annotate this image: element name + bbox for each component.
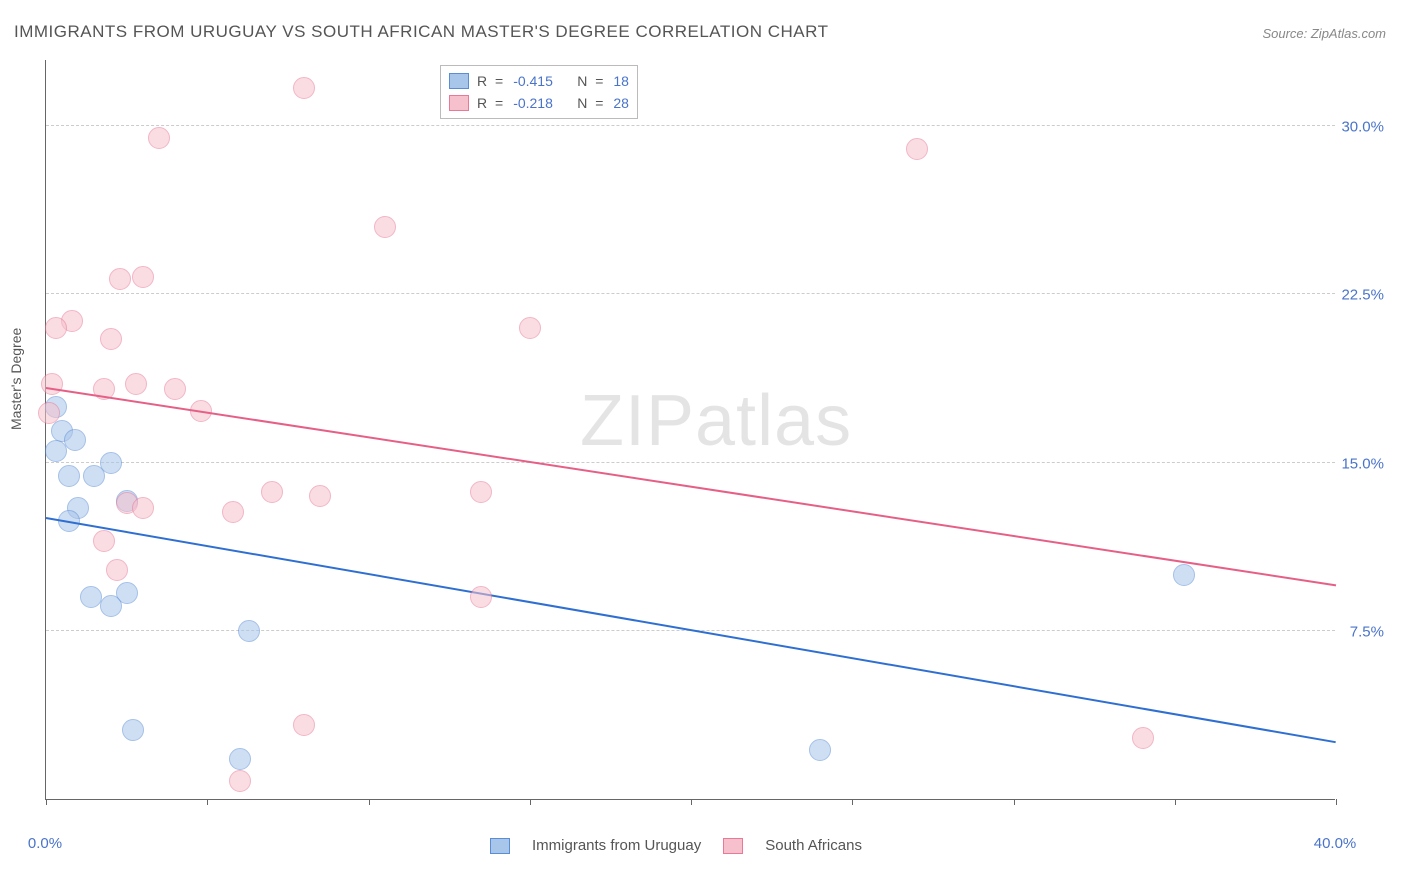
y-tick-label: 30.0% bbox=[1341, 119, 1384, 136]
scatter-point bbox=[132, 266, 154, 288]
scatter-point bbox=[41, 373, 63, 395]
legend-row-southafrica: R = -0.218 N = 28 bbox=[449, 92, 629, 114]
scatter-point bbox=[100, 452, 122, 474]
scatter-point bbox=[122, 719, 144, 741]
y-axis-label: Master's Degree bbox=[8, 328, 24, 430]
scatter-point bbox=[1132, 727, 1154, 749]
x-tick bbox=[369, 799, 370, 805]
scatter-point bbox=[106, 559, 128, 581]
scatter-point bbox=[1173, 564, 1195, 586]
scatter-point bbox=[470, 481, 492, 503]
x-tick bbox=[1336, 799, 1337, 805]
correlation-legend: R = -0.415 N = 18 R = -0.218 N = 28 bbox=[440, 65, 638, 119]
scatter-point bbox=[58, 465, 80, 487]
x-tick bbox=[530, 799, 531, 805]
scatter-point bbox=[261, 481, 283, 503]
x-tick bbox=[1014, 799, 1015, 805]
legend-label-southafrica: South Africans bbox=[765, 837, 862, 854]
x-tick bbox=[691, 799, 692, 805]
swatch-uruguay-bottom bbox=[490, 838, 510, 854]
source-label: Source: ZipAtlas.com bbox=[1262, 26, 1386, 41]
n-label: N = bbox=[577, 95, 605, 111]
scatter-point bbox=[148, 127, 170, 149]
r-value-southafrica: -0.218 bbox=[513, 95, 569, 111]
scatter-point bbox=[38, 402, 60, 424]
scatter-point bbox=[519, 317, 541, 339]
swatch-southafrica bbox=[449, 95, 469, 111]
chart-title: IMMIGRANTS FROM URUGUAY VS SOUTH AFRICAN… bbox=[14, 22, 828, 42]
scatter-point bbox=[93, 530, 115, 552]
scatter-point bbox=[100, 595, 122, 617]
trend-line bbox=[46, 387, 1336, 586]
scatter-point bbox=[45, 317, 67, 339]
scatter-point bbox=[470, 586, 492, 608]
scatter-point bbox=[229, 748, 251, 770]
swatch-uruguay bbox=[449, 73, 469, 89]
scatter-point bbox=[164, 378, 186, 400]
plot-area bbox=[45, 60, 1335, 800]
scatter-point bbox=[309, 485, 331, 507]
x-tick bbox=[1175, 799, 1176, 805]
gridline bbox=[46, 462, 1335, 463]
legend-label-uruguay: Immigrants from Uruguay bbox=[532, 837, 701, 854]
scatter-point bbox=[64, 429, 86, 451]
r-label: R = bbox=[477, 95, 505, 111]
scatter-point bbox=[906, 138, 928, 160]
y-tick-label: 15.0% bbox=[1341, 455, 1384, 472]
scatter-point bbox=[293, 77, 315, 99]
y-tick-label: 22.5% bbox=[1341, 287, 1384, 304]
swatch-southafrica-bottom bbox=[723, 838, 743, 854]
scatter-point bbox=[109, 268, 131, 290]
x-tick bbox=[46, 799, 47, 805]
r-label: R = bbox=[477, 73, 505, 89]
n-label: N = bbox=[577, 73, 605, 89]
scatter-point bbox=[222, 501, 244, 523]
scatter-point bbox=[293, 714, 315, 736]
scatter-point bbox=[132, 497, 154, 519]
y-tick-label: 7.5% bbox=[1350, 623, 1384, 640]
n-value-uruguay: 18 bbox=[613, 73, 629, 89]
x-tick bbox=[852, 799, 853, 805]
scatter-point bbox=[238, 620, 260, 642]
scatter-point bbox=[809, 739, 831, 761]
gridline bbox=[46, 125, 1335, 126]
scatter-point bbox=[125, 373, 147, 395]
n-value-southafrica: 28 bbox=[613, 95, 629, 111]
scatter-point bbox=[100, 328, 122, 350]
x-tick-label: 0.0% bbox=[28, 835, 62, 852]
x-tick-label: 40.0% bbox=[1314, 835, 1357, 852]
series-legend: Immigrants from Uruguay South Africans bbox=[490, 837, 862, 854]
scatter-point bbox=[45, 440, 67, 462]
x-tick bbox=[207, 799, 208, 805]
legend-row-uruguay: R = -0.415 N = 18 bbox=[449, 70, 629, 92]
r-value-uruguay: -0.415 bbox=[513, 73, 569, 89]
scatter-point bbox=[229, 770, 251, 792]
gridline bbox=[46, 293, 1335, 294]
scatter-point bbox=[374, 216, 396, 238]
